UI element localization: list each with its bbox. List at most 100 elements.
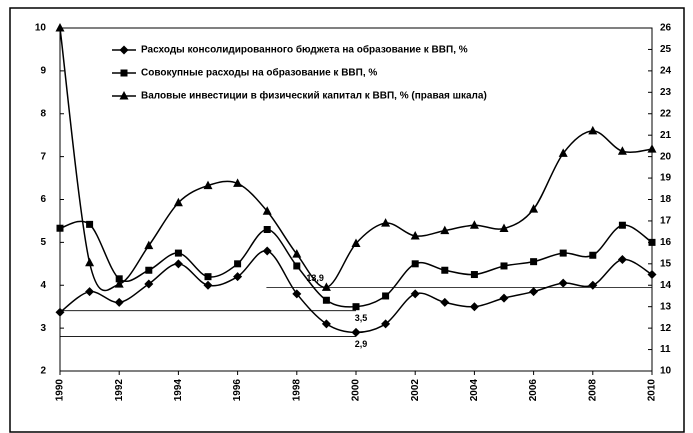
y2-tick-label: 24: [660, 66, 672, 77]
y2-tick-label: 15: [660, 258, 672, 269]
x-tick-label: 1998: [291, 379, 302, 402]
y-tick-label: 3: [40, 323, 46, 334]
marker: [499, 293, 509, 303]
series-line: [59, 220, 653, 308]
marker: [203, 180, 213, 190]
marker: [381, 218, 391, 227]
marker: [174, 249, 182, 257]
value-label: 13,9: [306, 273, 324, 283]
y2-tick-label: 13: [660, 301, 672, 312]
marker: [204, 273, 212, 281]
marker: [351, 327, 361, 337]
marker: [352, 303, 360, 311]
marker: [588, 280, 598, 290]
marker: [144, 240, 154, 250]
x-tick-label: 1992: [114, 379, 125, 402]
marker: [558, 278, 568, 288]
y-tick-label: 2: [40, 366, 46, 377]
marker: [173, 197, 183, 207]
x-tick-label: 2002: [410, 379, 421, 402]
y2-tick-label: 11: [660, 344, 671, 355]
marker: [618, 221, 626, 229]
marker: [144, 279, 154, 289]
marker: [56, 224, 64, 232]
marker: [115, 275, 123, 283]
marker: [292, 289, 302, 299]
marker: [119, 91, 129, 100]
marker: [203, 280, 213, 290]
marker: [500, 262, 508, 270]
y-tick-label: 9: [40, 66, 46, 77]
marker: [469, 302, 479, 312]
x-tick-label: 2010: [647, 379, 658, 402]
marker: [470, 271, 478, 279]
marker: [173, 259, 183, 269]
marker: [469, 220, 479, 229]
marker: [145, 266, 153, 274]
legend-label: Совокупные расходы на образование к ВВП,…: [141, 67, 377, 79]
marker: [55, 307, 65, 317]
marker: [351, 238, 361, 247]
x-tick-label: 2006: [528, 379, 539, 402]
marker: [410, 230, 420, 240]
marker: [441, 266, 449, 274]
marker: [588, 125, 598, 135]
marker: [589, 251, 597, 259]
x-tick-label: 1990: [55, 379, 66, 402]
marker: [119, 45, 129, 55]
x-tick-label: 2004: [469, 379, 480, 402]
marker: [55, 23, 65, 32]
marker: [440, 297, 450, 307]
y-tick-label: 7: [40, 151, 46, 162]
marker: [530, 258, 538, 266]
marker: [558, 148, 568, 157]
marker: [499, 223, 509, 232]
marker: [647, 270, 657, 280]
x-tick-label: 2000: [351, 379, 362, 402]
marker: [234, 260, 242, 268]
x-tick-label: 1996: [232, 379, 243, 402]
y2-tick-label: 25: [660, 44, 672, 55]
marker: [529, 287, 539, 297]
marker: [293, 262, 301, 270]
marker: [86, 220, 94, 228]
marker: [617, 146, 627, 155]
marker: [262, 206, 272, 215]
marker: [529, 204, 539, 213]
marker: [292, 249, 302, 258]
chart-frame: [9, 7, 685, 433]
marker: [262, 246, 272, 256]
marker: [321, 319, 331, 329]
y2-tick-label: 12: [660, 323, 672, 334]
marker: [559, 249, 567, 257]
y2-tick-label: 26: [660, 23, 672, 34]
y2-tick-label: 10: [660, 366, 672, 377]
value-label: 3,5: [355, 313, 368, 323]
marker: [85, 257, 95, 267]
marker: [411, 260, 419, 268]
y2-tick-label: 19: [660, 173, 672, 184]
marker: [322, 296, 330, 304]
y2-tick-label: 14: [660, 280, 672, 291]
y-tick-label: 6: [40, 194, 46, 205]
marker: [410, 289, 420, 299]
y2-tick-label: 23: [660, 87, 672, 98]
legend-label: Расходы консолидированного бюджета на об…: [141, 44, 468, 56]
y2-tick-label: 21: [660, 130, 672, 141]
marker: [85, 287, 95, 297]
series-line: [59, 27, 653, 292]
marker: [381, 319, 391, 329]
marker: [233, 178, 243, 187]
marker: [617, 255, 627, 265]
marker: [321, 282, 331, 291]
y2-tick-label: 20: [660, 151, 672, 162]
x-tick-label: 1994: [173, 379, 184, 402]
marker: [647, 144, 657, 153]
marker: [382, 292, 390, 300]
marker: [440, 225, 450, 235]
y-tick-label: 5: [40, 237, 46, 248]
marker: [120, 69, 128, 77]
y-tick-label: 10: [35, 23, 47, 34]
y-tick-label: 8: [40, 108, 46, 119]
